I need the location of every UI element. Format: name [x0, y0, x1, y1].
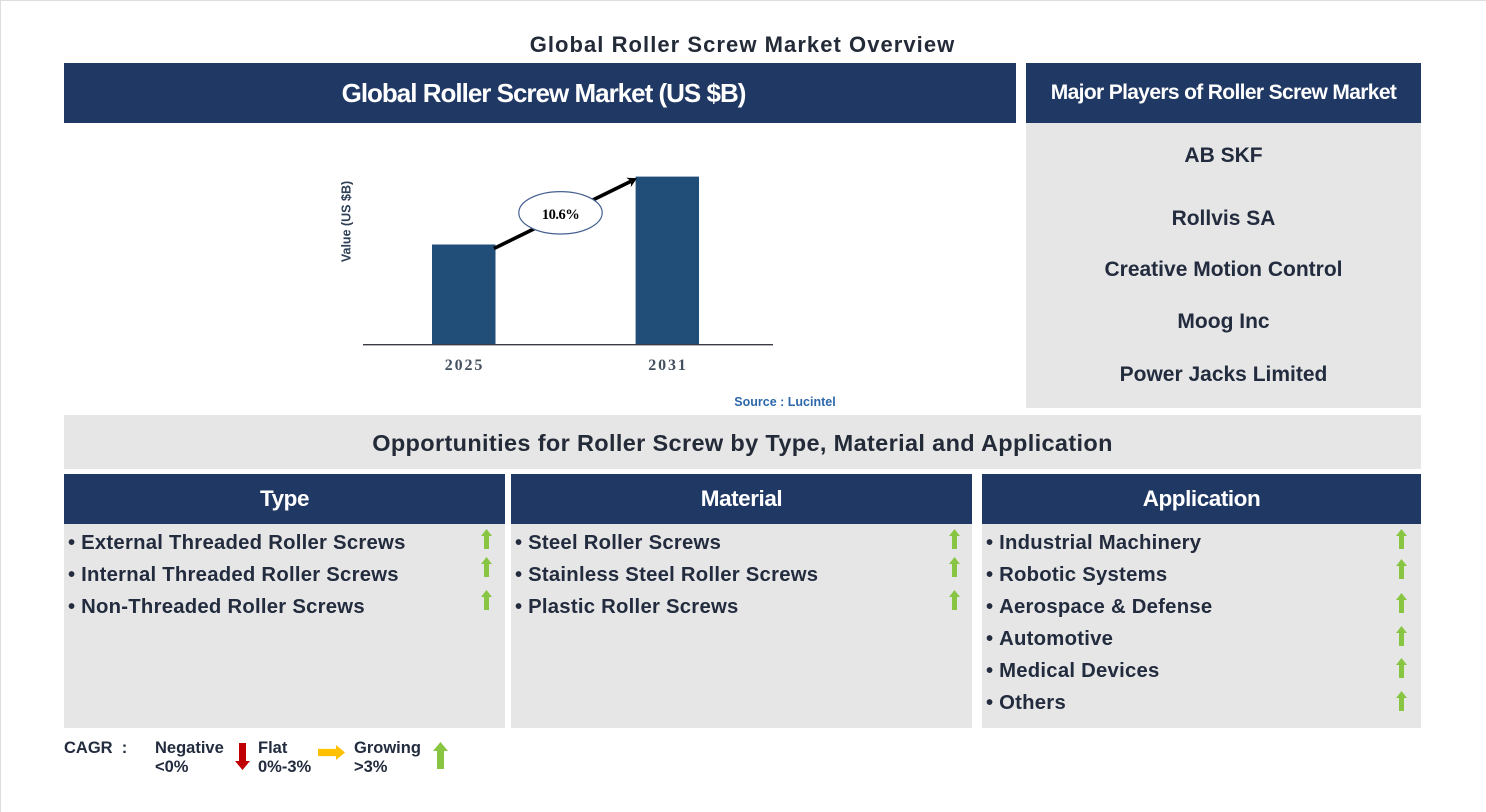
svg-text:Value (US $B): Value (US $B) — [340, 181, 354, 262]
svg-text:2025: 2025 — [445, 357, 485, 374]
svg-text:2031: 2031 — [648, 357, 688, 374]
svg-text:10.6%: 10.6% — [542, 207, 579, 223]
